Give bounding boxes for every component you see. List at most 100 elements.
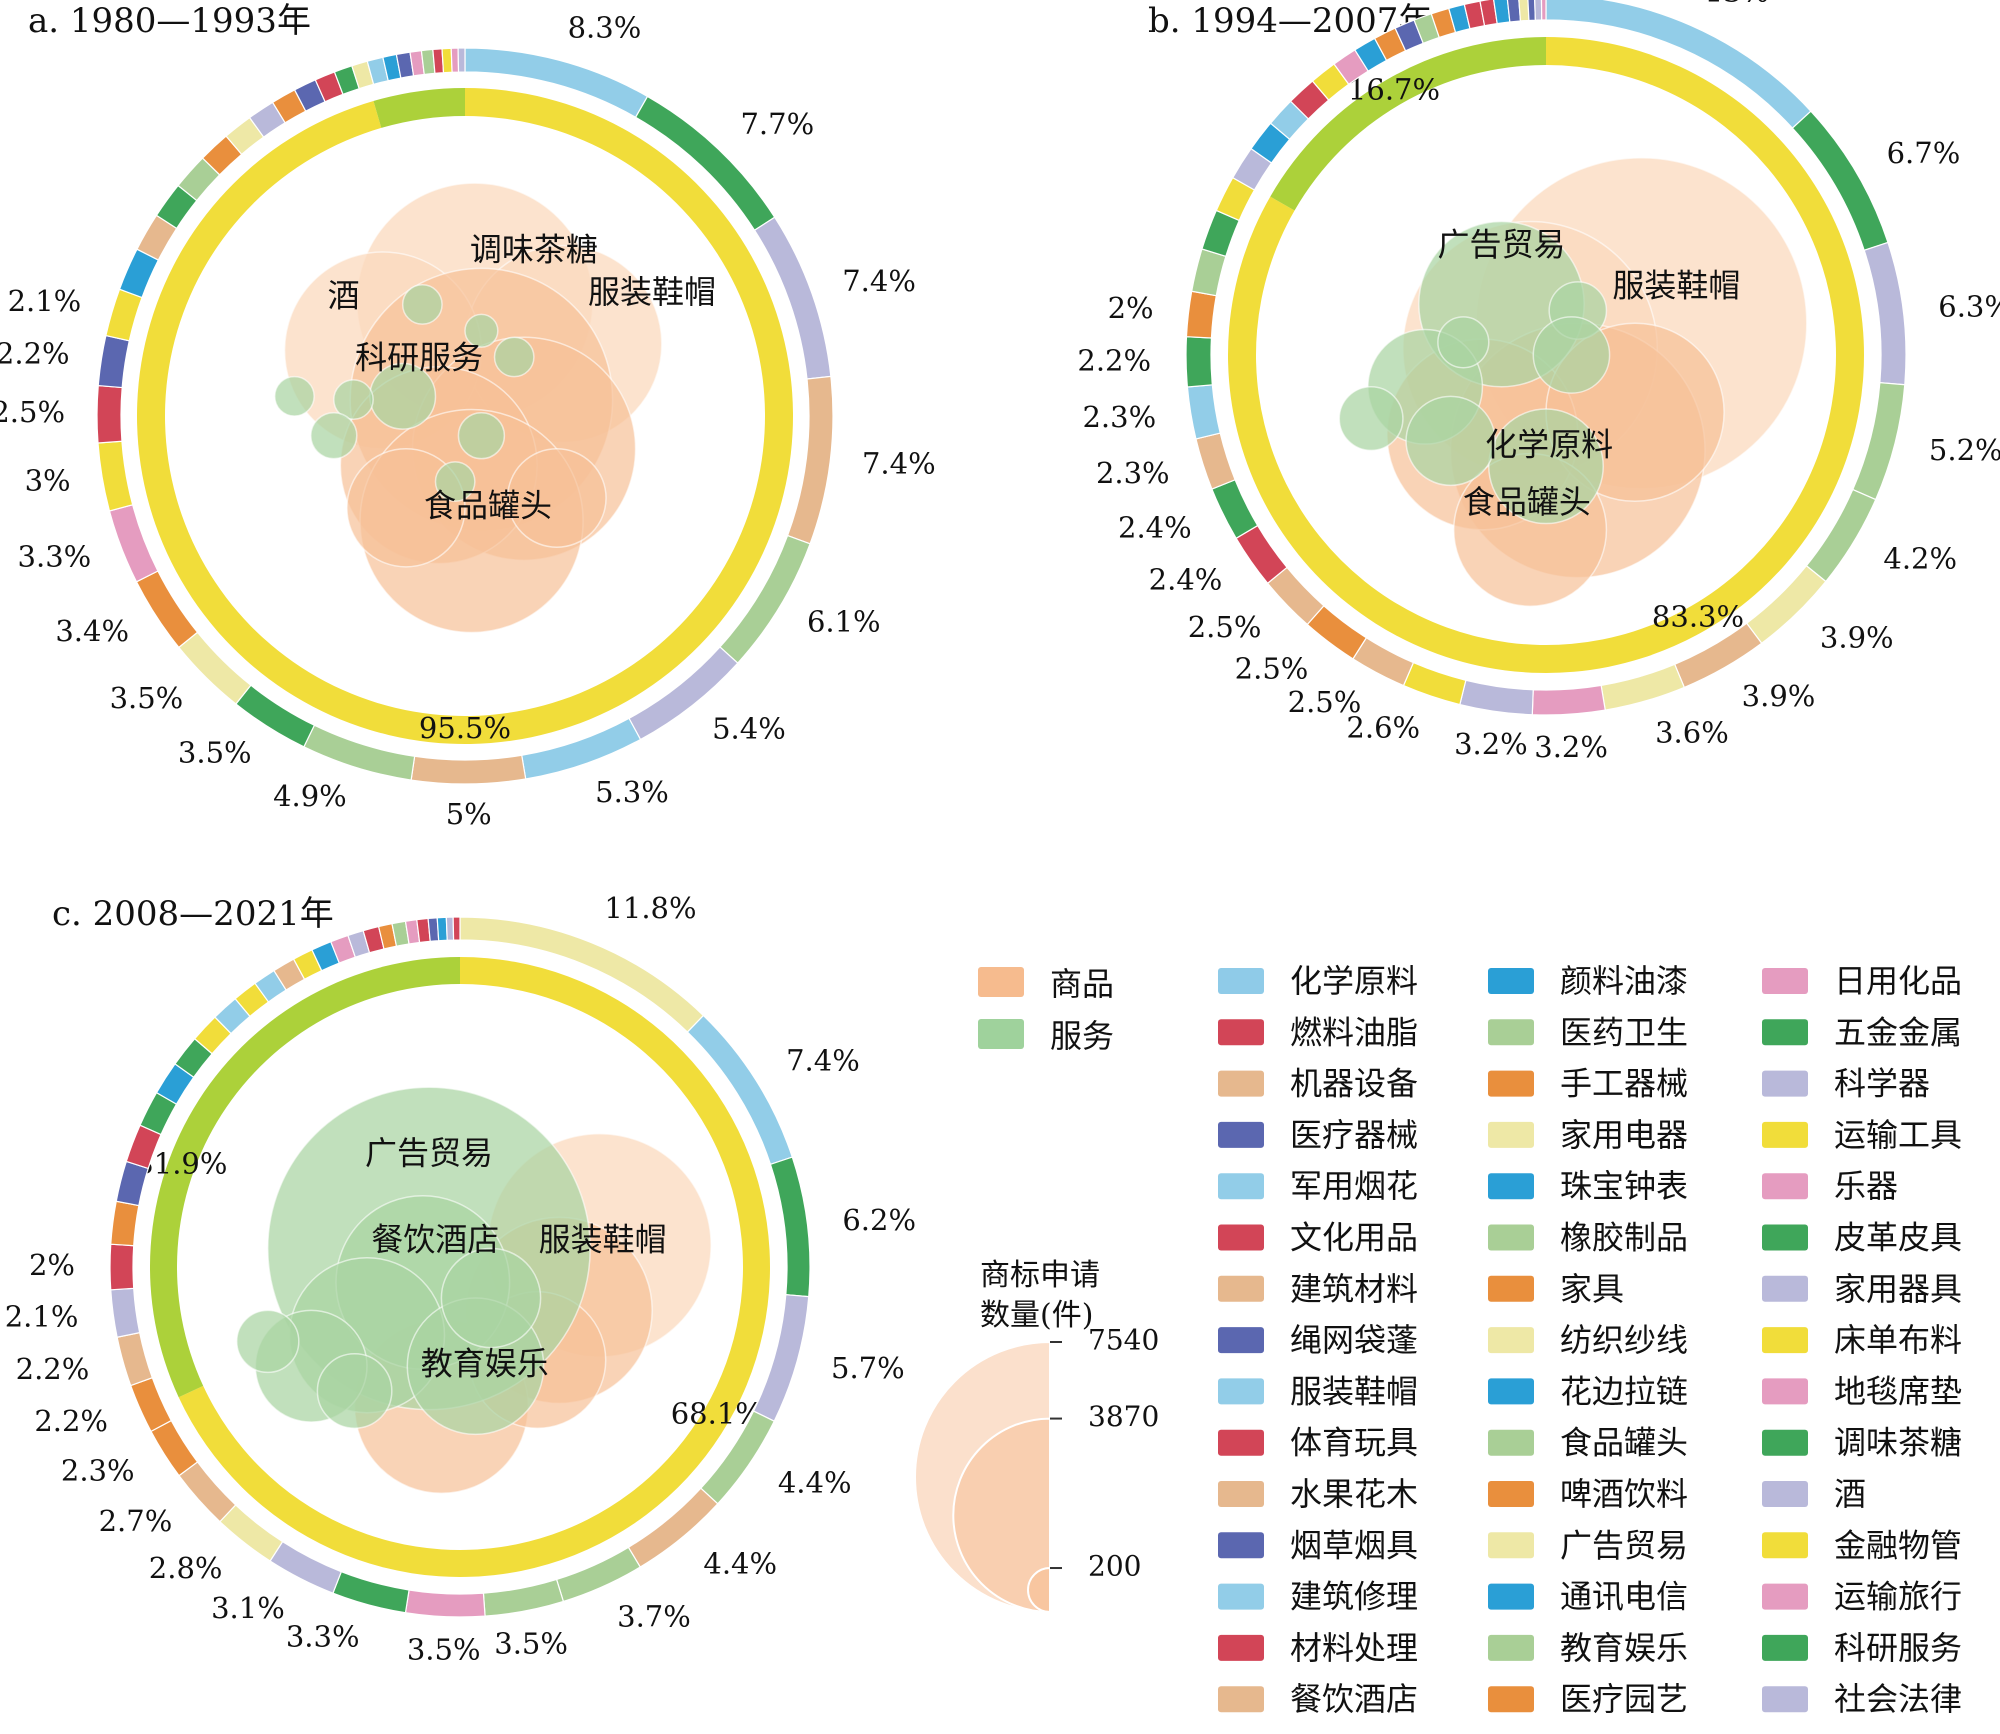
bubble-label: 教育娱乐 <box>421 1345 549 1383</box>
segment-percent-label: 2.8% <box>149 1551 223 1585</box>
legend-label: 啤酒饮料 <box>1560 1475 1688 1513</box>
segment-percent-label: 3.5% <box>407 1633 481 1667</box>
outer-ring-segment <box>1195 432 1236 490</box>
outer-ring-segment <box>436 916 448 942</box>
outer-ring-segment <box>769 1156 811 1298</box>
outer-ring-segment <box>1863 241 1907 386</box>
legend-label: 乐器 <box>1834 1167 1898 1205</box>
segment-percent-label: 4.4% <box>703 1546 777 1580</box>
size-legend-value: 7540 <box>1088 1324 1159 1357</box>
legend-label: 调味茶糖 <box>1834 1424 1962 1462</box>
outer-ring-segment <box>1211 478 1259 540</box>
segment-percent-label: 11.8% <box>604 891 696 925</box>
inner-ring-service <box>149 957 460 1398</box>
segment-percent-label: 3.9% <box>1742 679 1816 713</box>
size-legend-value: 200 <box>1088 1550 1141 1583</box>
legend-swatch <box>1488 1019 1534 1046</box>
legend-label: 服装鞋帽 <box>1290 1372 1418 1410</box>
segment-percent-label: 2.5% <box>0 395 65 429</box>
inner-goods-percent: 95.5% <box>419 711 511 745</box>
segment-percent-label: 2.4% <box>1118 511 1192 545</box>
outer-ring-segment <box>1518 0 1530 22</box>
service-legend-label: 服务 <box>1050 1017 1114 1055</box>
bubble <box>316 1353 393 1429</box>
legend-label: 家用电器 <box>1560 1116 1688 1154</box>
legend-swatch <box>1488 1378 1534 1405</box>
outer-ring-segment <box>109 1243 135 1291</box>
segment-percent-label: 3.2% <box>1454 727 1528 761</box>
bubble-label: 服装鞋帽 <box>588 273 716 311</box>
legend-swatch <box>1218 1583 1264 1610</box>
segment-percent-label: 3.5% <box>110 681 184 715</box>
legend-swatch <box>1218 1070 1264 1097</box>
legend-label: 珠宝钟表 <box>1560 1167 1688 1205</box>
legend-swatch <box>1218 1275 1264 1302</box>
legend-label: 水果花木 <box>1290 1475 1418 1513</box>
segment-percent-label: 3.5% <box>494 1626 568 1660</box>
bubble <box>493 336 535 378</box>
segment-percent-label: 13% <box>1705 0 1769 8</box>
legend-label: 社会法律 <box>1834 1680 1962 1718</box>
segment-percent-label: 6.3% <box>1938 290 2000 324</box>
outer-ring-segment <box>410 754 527 785</box>
legend-swatch <box>1488 1429 1534 1456</box>
outer-ring-segment <box>1506 0 1522 23</box>
bubble-cluster <box>274 182 663 634</box>
legend-swatch <box>1218 1173 1264 1200</box>
outer-ring-segment <box>1185 290 1217 339</box>
legend-swatch <box>1762 1583 1808 1610</box>
size-legend-value: 3870 <box>1088 1400 1159 1433</box>
segment-percent-label: 2.3% <box>61 1454 135 1488</box>
legend-label: 食品罐头 <box>1560 1424 1688 1462</box>
bubble <box>1437 316 1490 369</box>
bubble <box>464 313 499 348</box>
legend-swatch <box>1488 1275 1534 1302</box>
legend-swatch <box>1488 1224 1534 1251</box>
legend-label: 医疗园艺 <box>1560 1680 1688 1718</box>
segment-percent-label: 5.7% <box>831 1351 905 1385</box>
inner-ring-service <box>1270 37 1546 211</box>
outer-ring-segment <box>1186 384 1221 440</box>
legend-label: 地毯席垫 <box>1834 1372 1962 1410</box>
legend-label: 教育娱乐 <box>1560 1629 1688 1667</box>
outer-ring-segment <box>332 1570 410 1614</box>
legend-swatch <box>1488 1070 1534 1097</box>
legend-label: 文化用品 <box>1290 1219 1418 1257</box>
legend-label: 手工器械 <box>1560 1065 1688 1103</box>
legend-label: 科研服务 <box>1834 1629 1962 1667</box>
legend-swatch <box>1488 1173 1534 1200</box>
legend-swatch <box>1762 1686 1808 1713</box>
legend-label: 纺织纱线 <box>1560 1321 1688 1359</box>
segment-percent-label: 2.5% <box>1188 610 1262 644</box>
legend-swatch <box>1488 968 1534 994</box>
bubble <box>1338 386 1404 452</box>
segment-percent-label: 3.6% <box>1655 716 1729 750</box>
type-legend: 商品 服务 <box>978 965 1114 1055</box>
legend-swatch <box>1488 1481 1534 1507</box>
outer-ring-segment <box>1190 248 1227 297</box>
bubble-cluster <box>1338 157 1808 607</box>
legend-swatch <box>1762 1532 1808 1559</box>
legend-label: 床单布料 <box>1834 1321 1962 1359</box>
outer-ring-segment <box>445 916 455 941</box>
segment-percent-label: 3.1% <box>211 1591 285 1625</box>
legend-swatch <box>1218 1429 1264 1456</box>
legend-swatch <box>1218 1481 1264 1507</box>
outer-ring-segment <box>96 384 123 444</box>
legend-swatch <box>1218 1327 1264 1354</box>
outer-ring-segment <box>1402 661 1467 706</box>
outer-ring-segment <box>1540 0 1547 21</box>
bubble-label: 化学原料 <box>1485 426 1613 464</box>
segment-percent-label: 2.3% <box>1096 456 1170 490</box>
size-legend-title-2: 数量(件) <box>980 1298 1093 1333</box>
legend-swatch <box>1218 1634 1264 1661</box>
legend-swatch <box>1762 1634 1808 1661</box>
segment-percent-label: 5.4% <box>712 712 786 746</box>
legend-label: 酒 <box>1834 1475 1866 1513</box>
size-legend-circle <box>953 1417 1051 1614</box>
outer-ring-segment <box>404 1589 486 1618</box>
legend-label: 日用化品 <box>1834 962 1962 1000</box>
bubble-label: 科研服务 <box>355 339 483 377</box>
inner-ring-service <box>373 88 465 128</box>
